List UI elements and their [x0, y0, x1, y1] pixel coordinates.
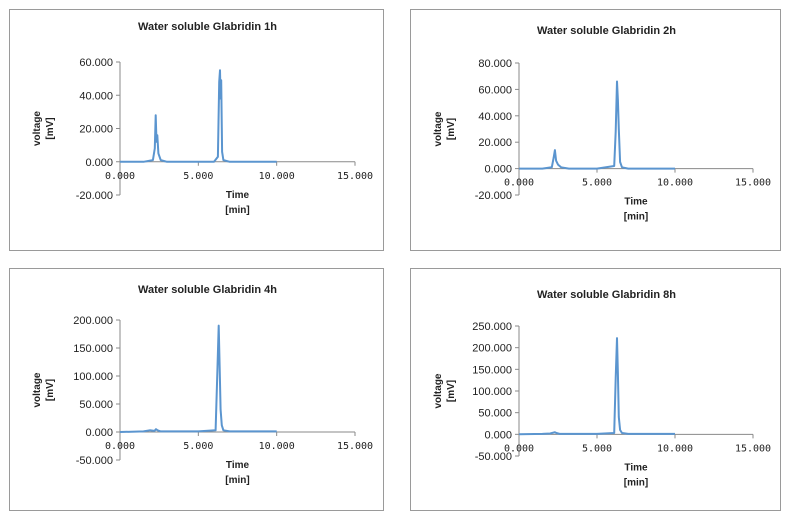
x-tick-label: 5.000: [183, 171, 213, 182]
y-axis-label: voltage: [433, 111, 444, 146]
y-axis-label: voltage: [433, 373, 444, 408]
y-axis-label: voltage: [32, 111, 43, 146]
x-tick-label: 15.000: [337, 441, 373, 452]
chart-title: Water soluble Glabridin 8h: [537, 289, 676, 301]
y-tick-label: 60.000: [478, 84, 512, 96]
x-axis-label: Time: [624, 462, 648, 473]
chart-title: Water soluble Glabridin 4h: [138, 284, 277, 296]
y-tick-label: 0.000: [85, 427, 113, 439]
y-tick-label: 200.000: [73, 315, 113, 327]
y-axis-label: [mV]: [446, 118, 457, 140]
y-tick-label: 50.000: [478, 408, 512, 420]
y-tick-label: 100.000: [73, 371, 113, 383]
x-axis-label: Time: [226, 460, 250, 471]
chromatogram-trace: [120, 69, 277, 163]
x-tick-label: 5.000: [582, 443, 612, 454]
chart-panel-2h: Water soluble Glabridin 2h -20.000 0.000 20…: [410, 9, 781, 251]
chart-panel-4h: Water soluble Glabridin 4h -50.000 0.000 50…: [9, 268, 384, 511]
chart-svg: Water soluble Glabridin 4h -50.000 0.000 50…: [32, 284, 373, 486]
y-tick-label: 40.000: [79, 90, 113, 102]
y-tick-label: 0.000: [85, 157, 113, 169]
y-tick-label: -20.000: [76, 190, 113, 202]
chart-panel-1h: Water soluble Glabridin 1h -20.000 0.000 20…: [9, 9, 384, 251]
chart-svg: Water soluble Glabridin 1h -20.000 0.000 20…: [32, 21, 373, 216]
y-tick-label: 20.000: [79, 124, 113, 136]
chart-title: Water soluble Glabridin 1h: [138, 21, 277, 33]
chart-svg: Water soluble Glabridin 8h-50.0000.00050…: [433, 289, 771, 488]
x-tick-label: 15.000: [337, 171, 373, 182]
x-axis-label: [min]: [225, 205, 249, 216]
x-tick-label: 0.000: [504, 178, 534, 189]
y-tick-label: 150.000: [73, 343, 113, 355]
x-axis-label: [min]: [624, 212, 648, 223]
y-tick-label: 60.000: [79, 57, 113, 69]
chromatogram-trace: [519, 80, 675, 170]
x-tick-label: 0.000: [105, 441, 135, 452]
y-axis-label: [mV]: [446, 380, 457, 402]
y-tick-label: -50.000: [76, 455, 113, 467]
x-axis-label: Time: [226, 190, 250, 201]
y-tick-label: 250.000: [472, 321, 512, 333]
y-tick-label: 50.000: [79, 399, 113, 411]
x-tick-label: 0.000: [105, 171, 135, 182]
y-tick-label: 150.000: [472, 364, 512, 376]
x-axis-label: Time: [624, 197, 648, 208]
x-tick-label: 15.000: [735, 443, 771, 454]
x-tick-label: 10.000: [657, 178, 693, 189]
chart-panel-8h: Water soluble Glabridin 8h -50.000 0.000 50…: [410, 268, 781, 511]
x-tick-label: 5.000: [183, 441, 213, 452]
y-tick-label: 200.000: [472, 343, 512, 355]
x-tick-label: 10.000: [259, 171, 295, 182]
chart-title: Water soluble Glabridin 2h: [537, 25, 676, 37]
x-tick-label: 5.000: [582, 178, 612, 189]
chart-svg: Water soluble Glabridin 2h-20.0000.00020…: [433, 25, 771, 223]
y-tick-label: 40.000: [478, 111, 512, 123]
y-tick-label: 100.000: [472, 386, 512, 398]
y-tick-label: -50.000: [475, 451, 512, 463]
x-tick-label: 0.000: [504, 443, 534, 454]
x-tick-label: 10.000: [657, 443, 693, 454]
x-tick-label: 10.000: [259, 441, 295, 452]
y-axis-label: [mV]: [45, 117, 56, 139]
x-tick-label: 15.000: [735, 178, 771, 189]
y-tick-label: -20.000: [475, 190, 512, 202]
chromatogram-trace: [119, 324, 277, 433]
y-tick-label: 0.000: [484, 164, 512, 176]
y-tick-label: 20.000: [478, 137, 512, 149]
y-axis-label: [mV]: [45, 379, 56, 401]
x-axis-label: [min]: [624, 477, 648, 488]
y-tick-label: 80.000: [478, 58, 512, 70]
x-axis-label: [min]: [225, 475, 249, 486]
chromatogram-trace: [518, 337, 675, 436]
y-tick-label: 0.000: [484, 429, 512, 441]
y-axis-label: voltage: [32, 372, 43, 407]
